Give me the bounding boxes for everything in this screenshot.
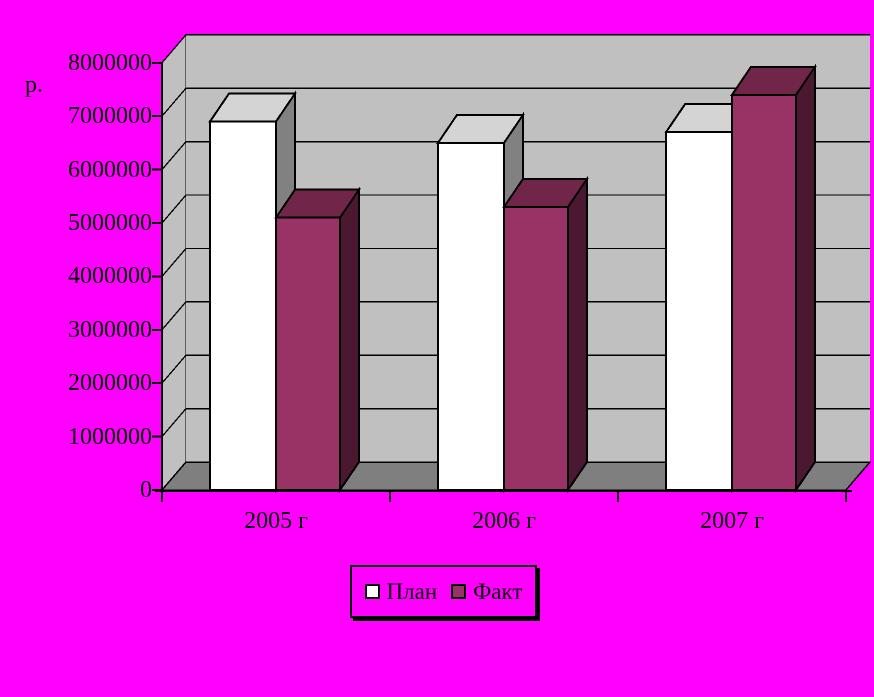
- bar-side-face: [795, 63, 816, 494]
- bar-front-face: [731, 93, 797, 491]
- legend-item-plan: План: [364, 578, 438, 605]
- y-axis-unit-label: р.: [25, 72, 43, 98]
- gridline: [161, 87, 870, 117]
- legend-swatch-fakt: [451, 584, 467, 599]
- gridline: [161, 34, 870, 64]
- bar-fakt-2005: [274, 186, 361, 494]
- gridline: [161, 247, 870, 277]
- gridline: [161, 354, 870, 384]
- bar-front-face: [503, 205, 569, 491]
- bar-front-face: [665, 131, 733, 491]
- bar-front-face: [275, 216, 341, 491]
- gridline: [161, 140, 870, 171]
- bar-side-face: [339, 186, 360, 494]
- legend: План Факт: [350, 565, 537, 618]
- legend-item-fakt: Факт: [451, 579, 522, 605]
- gridline: [161, 407, 870, 438]
- bar-side-face: [567, 175, 588, 494]
- gridline: [161, 194, 870, 224]
- gridline: [161, 301, 870, 331]
- bar-fakt-2007: [730, 63, 817, 494]
- legend-swatch-plan: [364, 584, 380, 599]
- bar-front-face: [209, 120, 277, 491]
- legend-label-fakt: Факт: [473, 578, 523, 604]
- bar-front-face: [437, 141, 505, 491]
- legend-label-plan: План: [386, 578, 438, 604]
- bar-fakt-2006: [502, 175, 589, 494]
